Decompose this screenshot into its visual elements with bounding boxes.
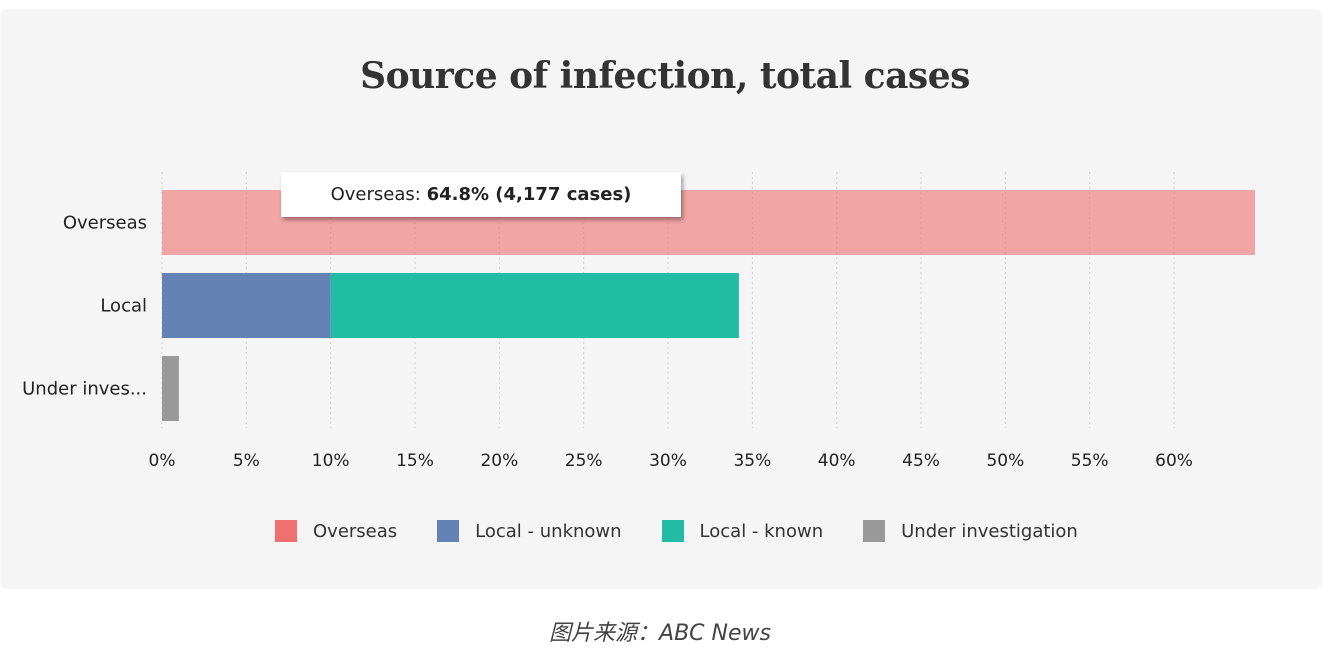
legend-swatch — [863, 520, 886, 542]
tooltip: Overseas: 64.8% (4,177 cases) — [281, 172, 681, 217]
x-tick-label: 45% — [902, 451, 940, 471]
category-label: Local — [100, 296, 147, 317]
legend-item: Under investigation — [863, 520, 1078, 542]
x-tick-label: 35% — [733, 451, 771, 471]
tooltip-label: Overseas: — [330, 184, 421, 205]
x-tick-label: 25% — [565, 451, 603, 471]
x-tick-label: 10% — [312, 451, 350, 471]
x-tick-label: 40% — [818, 451, 856, 471]
x-tick-label: 60% — [1155, 451, 1193, 471]
legend-swatch — [275, 520, 297, 542]
legend-label: Local - known — [699, 520, 824, 542]
x-tick-label: 0% — [149, 451, 176, 471]
category-label: Under inves... — [22, 379, 147, 400]
x-tick-label: 5% — [233, 451, 260, 471]
x-tick-label: 15% — [396, 451, 434, 471]
legend-label: Local - unknown — [475, 520, 622, 542]
x-tick-label: 50% — [986, 451, 1024, 471]
x-tick-label: 20% — [480, 451, 518, 471]
x-tick-label: 30% — [649, 451, 687, 471]
legend-item: Local - known — [661, 520, 824, 542]
legend-label: Overseas — [313, 520, 398, 542]
legend-swatch — [437, 520, 460, 542]
bar-chart: Overseas Local Under inves... 0% 5% 10% 15% 20%… — [22, 172, 1255, 471]
category-label: Overseas — [63, 213, 147, 234]
legend-item: Local - unknown — [437, 520, 622, 542]
bar-under-investigation — [162, 356, 179, 421]
x-tick-label: 55% — [1071, 451, 1109, 471]
tooltip-value: 64.8% (4,177 cases) — [426, 184, 632, 205]
chart-title: Source of infection, total cases — [360, 55, 970, 97]
bar-local-known — [330, 273, 739, 338]
bar-local-unknown — [162, 273, 331, 338]
legend: Overseas Local - unknown Local - known Unde… — [275, 516, 1118, 546]
legend-item: Overseas — [275, 520, 397, 542]
legend-swatch — [661, 520, 684, 542]
image-caption: 图片来源：ABC News — [549, 621, 771, 646]
legend-label: Under investigation — [901, 520, 1078, 542]
